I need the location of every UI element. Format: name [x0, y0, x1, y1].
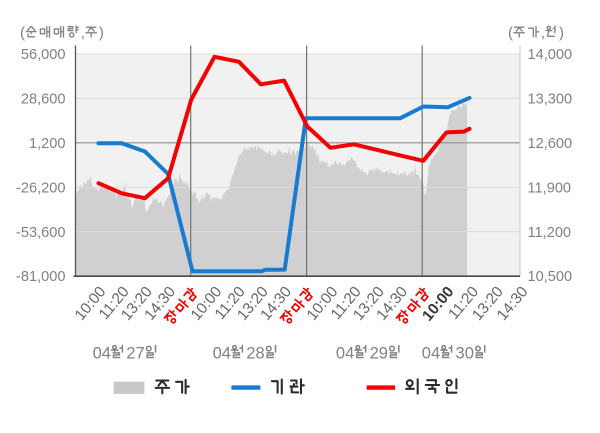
svg-text:7: 7: [136, 345, 145, 363]
svg-text:4: 4: [431, 345, 440, 363]
svg-text:56,000: 56,000: [21, 47, 66, 63]
svg-text:1,200: 1,200: [29, 136, 66, 152]
svg-text:4: 4: [345, 345, 354, 363]
svg-text:12,600: 12,600: [528, 136, 573, 152]
svg-text:9: 9: [379, 345, 388, 363]
svg-text:(: (: [508, 25, 513, 42]
svg-text:28,600: 28,600: [21, 92, 66, 108]
svg-text:11,900: 11,900: [528, 180, 572, 196]
svg-text:-81,000: -81,000: [16, 269, 66, 285]
svg-text:3: 3: [456, 345, 465, 363]
svg-text:8: 8: [256, 345, 265, 363]
svg-text:-26,200: -26,200: [16, 180, 66, 196]
svg-text:11,200: 11,200: [528, 225, 572, 241]
svg-text:4: 4: [102, 345, 111, 363]
svg-text:10,500: 10,500: [528, 269, 573, 285]
svg-text:0: 0: [336, 345, 345, 363]
svg-text:,: ,: [81, 25, 85, 42]
svg-text:0: 0: [93, 345, 102, 363]
svg-text:): ): [559, 25, 564, 42]
svg-text:13,300: 13,300: [528, 92, 573, 108]
svg-text:): ): [99, 25, 104, 42]
svg-text:4: 4: [222, 345, 231, 363]
svg-text:0: 0: [465, 345, 474, 363]
svg-text:(: (: [20, 25, 25, 42]
svg-text:0: 0: [213, 345, 222, 363]
svg-text:,: ,: [541, 25, 545, 42]
svg-text:-53,600: -53,600: [16, 225, 66, 241]
svg-text:2: 2: [370, 345, 379, 363]
svg-text:2: 2: [126, 345, 135, 363]
svg-text:2: 2: [246, 345, 255, 363]
svg-text:14,000: 14,000: [528, 47, 573, 63]
svg-text:0: 0: [422, 345, 431, 363]
